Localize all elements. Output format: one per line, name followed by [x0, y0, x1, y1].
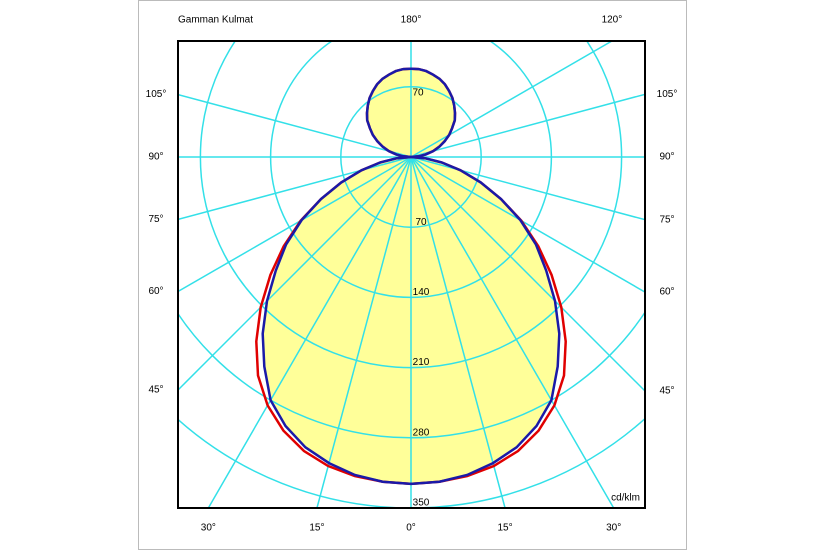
grid-spoke	[410, 93, 645, 158]
angle-tick-label: 75°	[148, 214, 163, 225]
angle-tick-label: 105°	[146, 89, 167, 100]
grid-spoke	[410, 156, 645, 293]
grid-spoke	[178, 156, 412, 293]
grid-spoke	[410, 156, 615, 508]
r-tick-label: 280	[413, 427, 430, 438]
angle-tick-label: 15°	[497, 523, 512, 534]
grid-spoke	[410, 156, 645, 221]
angle-tick-label: 60°	[148, 286, 163, 297]
r-tick-label: 70	[412, 87, 424, 98]
angle-tick-label: 75°	[659, 214, 674, 225]
angle-tick-label: 30°	[201, 523, 216, 534]
grid-spoke	[316, 156, 412, 508]
grid-spoke	[178, 93, 412, 158]
plot-frame	[177, 40, 646, 509]
angle-tick-label: 105°	[657, 89, 678, 100]
unit-label: cd/klm	[611, 493, 640, 504]
angle-tick-label: 45°	[659, 386, 674, 397]
grid-spoke	[410, 156, 506, 508]
grid-spoke	[178, 156, 412, 391]
grid-spoke	[410, 41, 613, 158]
grid-spoke	[178, 156, 412, 221]
r-tick-label: 140	[413, 287, 430, 298]
angle-tick-label: 90°	[659, 152, 674, 163]
r-tick-label: 210	[413, 357, 430, 368]
angle-tick-label: 45°	[148, 385, 163, 396]
angle-tick-label: 0°	[406, 523, 416, 534]
chart-title: Gamman Kulmat	[178, 15, 253, 26]
angle-tick-label: 15°	[309, 523, 324, 534]
r-tick-label: 350	[413, 498, 430, 509]
angle-tick-label: 180°	[401, 15, 422, 26]
angle-tick-label: 120°	[602, 15, 623, 26]
grid-spoke	[207, 156, 412, 508]
r-tick-label: 70	[415, 217, 427, 228]
intensity-curve	[261, 67, 412, 486]
grid-spoke	[410, 156, 645, 392]
angle-tick-label: 60°	[659, 287, 674, 298]
angle-tick-label: 90°	[148, 152, 163, 163]
angle-tick-label: 30°	[606, 523, 621, 534]
plot-area	[178, 41, 645, 508]
